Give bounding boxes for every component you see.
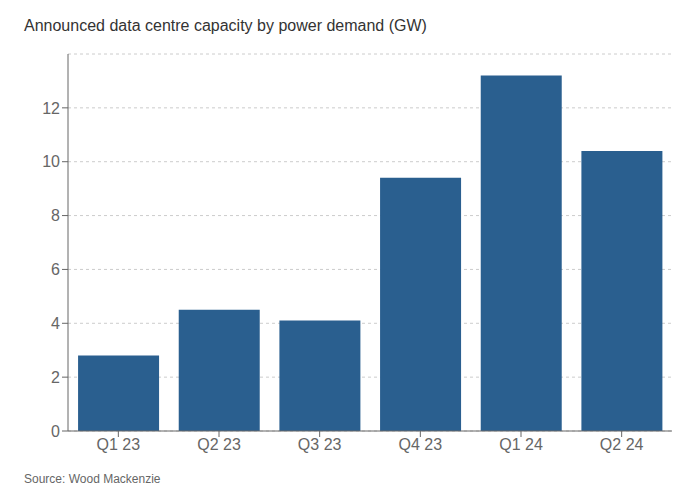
html-text:Source: Wood Mackenzie: Source: Wood Mackenzie: [24, 472, 161, 486]
svg-text:4: 4: [51, 315, 60, 332]
svg-text:0: 0: [51, 423, 60, 440]
svg-text:12: 12: [42, 100, 60, 117]
svg-text:2: 2: [51, 369, 60, 386]
svg-text:10: 10: [42, 153, 60, 170]
svg-text:Q1 23: Q1 23: [97, 436, 141, 453]
svg-text:8: 8: [51, 207, 60, 224]
svg-text:Q2 23: Q2 23: [197, 436, 241, 453]
svg-text:Q4 23: Q4 23: [399, 436, 443, 453]
svg-text:Q2 24: Q2 24: [600, 436, 644, 453]
html-text:Announced data centre capacity: Announced data centre capacity by power …: [24, 17, 427, 34]
svg-text:6: 6: [51, 261, 60, 278]
svg-text:Q1 24: Q1 24: [499, 436, 543, 453]
svg-text:Q3 23: Q3 23: [298, 436, 342, 453]
